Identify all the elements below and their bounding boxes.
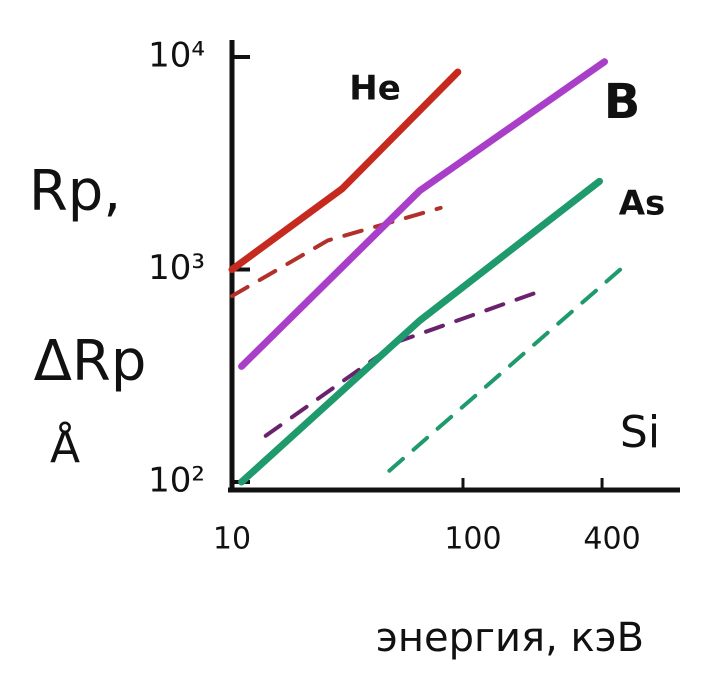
x-tick-label: 400	[583, 522, 640, 557]
y-axis-label: Rp,	[29, 159, 121, 224]
x-tick-label: 100	[444, 522, 501, 557]
series-line	[232, 208, 441, 296]
chart: энергия, кэВ Rp, ΔRp Å Si 10 100 400 10² 10³…	[0, 0, 726, 674]
series-line	[389, 266, 624, 471]
series-line	[232, 72, 458, 270]
x-tick-label: 10	[213, 522, 251, 557]
series-label: B	[604, 74, 641, 130]
y-tick-label: 10⁴	[148, 36, 205, 76]
annotation: Si	[620, 407, 660, 458]
series-label: He	[349, 69, 401, 109]
y-axis-label: Å	[50, 420, 80, 473]
y-tick-label: 10³	[148, 248, 205, 288]
series-label: As	[619, 184, 666, 224]
y-axis-label: ΔRp	[34, 329, 147, 394]
x-axis-label: энергия, кэВ	[376, 615, 644, 661]
series-line	[266, 289, 547, 436]
y-tick-label: 10²	[148, 461, 205, 501]
